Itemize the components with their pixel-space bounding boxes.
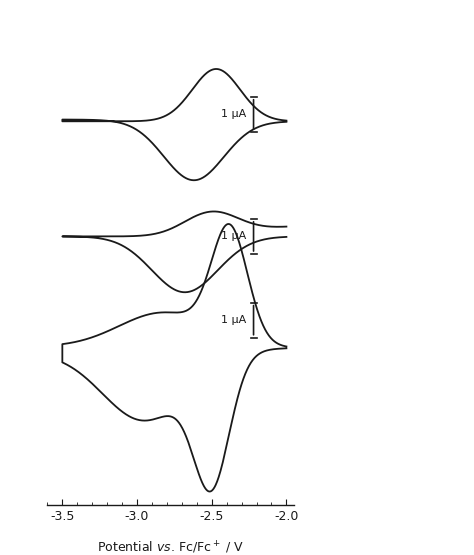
Text: 1 µA: 1 µA (221, 109, 246, 119)
Text: Potential $\mathit{vs}$. Fc/Fc$^+$ / V: Potential $\mathit{vs}$. Fc/Fc$^+$ / V (97, 539, 244, 555)
Text: 1 µA: 1 µA (221, 231, 246, 241)
Text: 1 µA: 1 µA (221, 315, 246, 325)
